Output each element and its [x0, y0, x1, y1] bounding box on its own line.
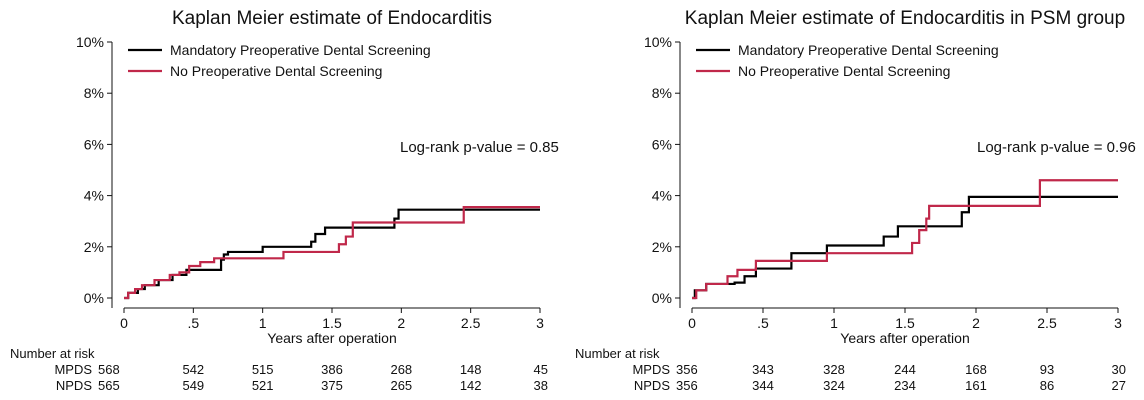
- risk-count: 542: [182, 362, 204, 377]
- chart-title: Kaplan Meier estimate of Endocarditis in…: [685, 8, 1125, 29]
- risk-row-label: MPDS: [54, 362, 92, 377]
- x-tick-label: 2.5: [461, 315, 481, 331]
- risk-count: 86: [1040, 378, 1054, 393]
- km-curve-mpds: [124, 208, 540, 300]
- risk-count: 93: [1040, 362, 1054, 377]
- risk-count: 148: [460, 362, 482, 377]
- x-tick-label: 2: [397, 315, 405, 331]
- legend-entry: Mandatory Preoperative Dental Screening: [170, 42, 431, 58]
- y-tick-label: 10%: [76, 34, 104, 50]
- km-panel-1: Kaplan Meier estimate of Endocarditis 0% 2…: [10, 8, 559, 393]
- risk-count: 45: [534, 362, 548, 377]
- y-tick-label: 0%: [84, 290, 104, 306]
- risk-count: 27: [1112, 378, 1126, 393]
- km-curve-npds: [124, 206, 540, 300]
- x-tick-label: 2.5: [1037, 315, 1057, 331]
- x-tick-label: 1: [830, 315, 838, 331]
- chart-title: Kaplan Meier estimate of Endocarditis: [172, 8, 492, 29]
- y-tick-label: 6%: [84, 136, 104, 152]
- x-axis-label: Years after operation: [840, 330, 969, 346]
- risk-count: 565: [98, 378, 120, 393]
- x-tick-label: 0: [120, 315, 128, 331]
- risk-table-header: Number at risk: [575, 346, 660, 361]
- y-tick-label: 2%: [84, 239, 104, 255]
- risk-count: 343: [752, 362, 774, 377]
- x-tick-label: 1: [259, 315, 267, 331]
- log-rank-annotation: Log-rank p-value = 0.85: [400, 139, 559, 156]
- risk-count: 344: [752, 378, 774, 393]
- risk-count: 268: [390, 362, 412, 377]
- legend-entry: Mandatory Preoperative Dental Screening: [738, 42, 999, 58]
- risk-table-header: Number at risk: [10, 346, 95, 361]
- y-tick-label: 2%: [652, 239, 672, 255]
- risk-count: 324: [823, 378, 845, 393]
- y-tick-label: 4%: [84, 188, 104, 204]
- x-tick-label: 3: [536, 315, 544, 331]
- km-panel-2: Kaplan Meier estimate of Endocarditis in…: [575, 8, 1136, 393]
- risk-row-label: NPDS: [56, 378, 92, 393]
- x-tick-label: 1.5: [895, 315, 915, 331]
- y-tick-label: 4%: [652, 188, 672, 204]
- y-tick-label: 8%: [84, 85, 104, 101]
- y-tick-label: 0%: [652, 290, 672, 306]
- y-tick-label: 10%: [644, 34, 672, 50]
- legend-entry: No Preoperative Dental Screening: [170, 63, 382, 79]
- y-tick-label: 8%: [652, 85, 672, 101]
- risk-count: 234: [894, 378, 916, 393]
- risk-row-label: NPDS: [634, 378, 670, 393]
- risk-count: 356: [676, 362, 698, 377]
- x-tick-label: .5: [757, 315, 769, 331]
- x-tick-label: 2: [972, 315, 980, 331]
- risk-count: 265: [390, 378, 412, 393]
- legend-entry: No Preoperative Dental Screening: [738, 63, 950, 79]
- risk-count: 515: [252, 362, 274, 377]
- risk-count: 168: [965, 362, 987, 377]
- risk-row-label: MPDS: [632, 362, 670, 377]
- y-tick-label: 6%: [652, 136, 672, 152]
- km-curve-mpds: [692, 195, 1118, 300]
- risk-count: 142: [460, 378, 482, 393]
- risk-count: 328: [823, 362, 845, 377]
- risk-count: 161: [965, 378, 987, 393]
- risk-count: 386: [321, 362, 343, 377]
- km-curve-npds: [692, 179, 1118, 300]
- x-tick-label: .5: [187, 315, 199, 331]
- x-tick-label: 1.5: [322, 315, 342, 331]
- x-tick-label: 3: [1114, 315, 1122, 331]
- x-axis-label: Years after operation: [267, 330, 396, 346]
- x-tick-label: 0: [688, 315, 696, 331]
- risk-count: 549: [182, 378, 204, 393]
- risk-count: 30: [1112, 362, 1126, 377]
- log-rank-annotation: Log-rank p-value = 0.96: [977, 139, 1136, 156]
- risk-count: 38: [534, 378, 548, 393]
- risk-count: 356: [676, 378, 698, 393]
- risk-count: 521: [252, 378, 274, 393]
- risk-count: 244: [894, 362, 916, 377]
- risk-count: 568: [98, 362, 120, 377]
- risk-count: 375: [321, 378, 343, 393]
